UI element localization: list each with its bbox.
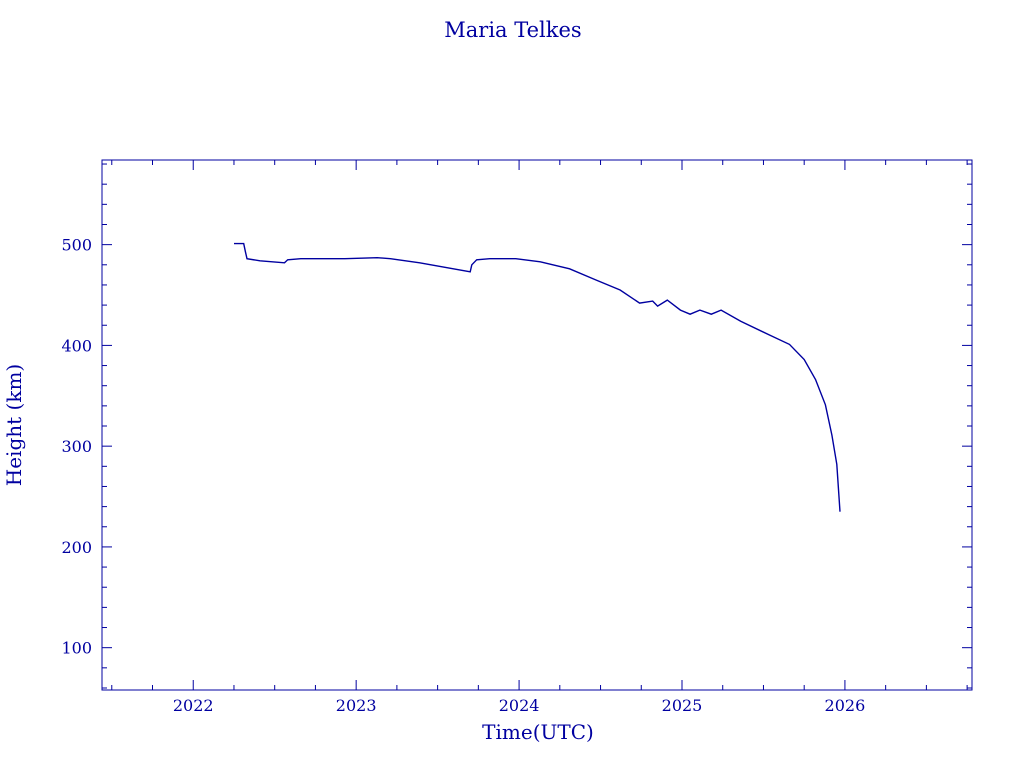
chart-title: Maria Telkes bbox=[444, 18, 581, 42]
x-axis-label: Time(UTC) bbox=[482, 720, 594, 744]
series-line bbox=[234, 242, 841, 512]
y-tick-label: 200 bbox=[61, 538, 92, 557]
y-axis-label: Height (km) bbox=[2, 364, 26, 486]
y-tick-label: 300 bbox=[61, 437, 92, 456]
x-tick-label: 2026 bbox=[825, 696, 866, 715]
x-tick-label: 2022 bbox=[173, 696, 214, 715]
x-tick-label: 2023 bbox=[336, 696, 377, 715]
x-tick-label: 2024 bbox=[499, 696, 540, 715]
y-tick-label: 100 bbox=[61, 639, 92, 658]
plot-frame bbox=[101, 159, 973, 691]
x-tick-label: 2025 bbox=[662, 696, 703, 715]
y-tick-label: 400 bbox=[61, 336, 92, 355]
y-tick-label: 500 bbox=[61, 236, 92, 255]
